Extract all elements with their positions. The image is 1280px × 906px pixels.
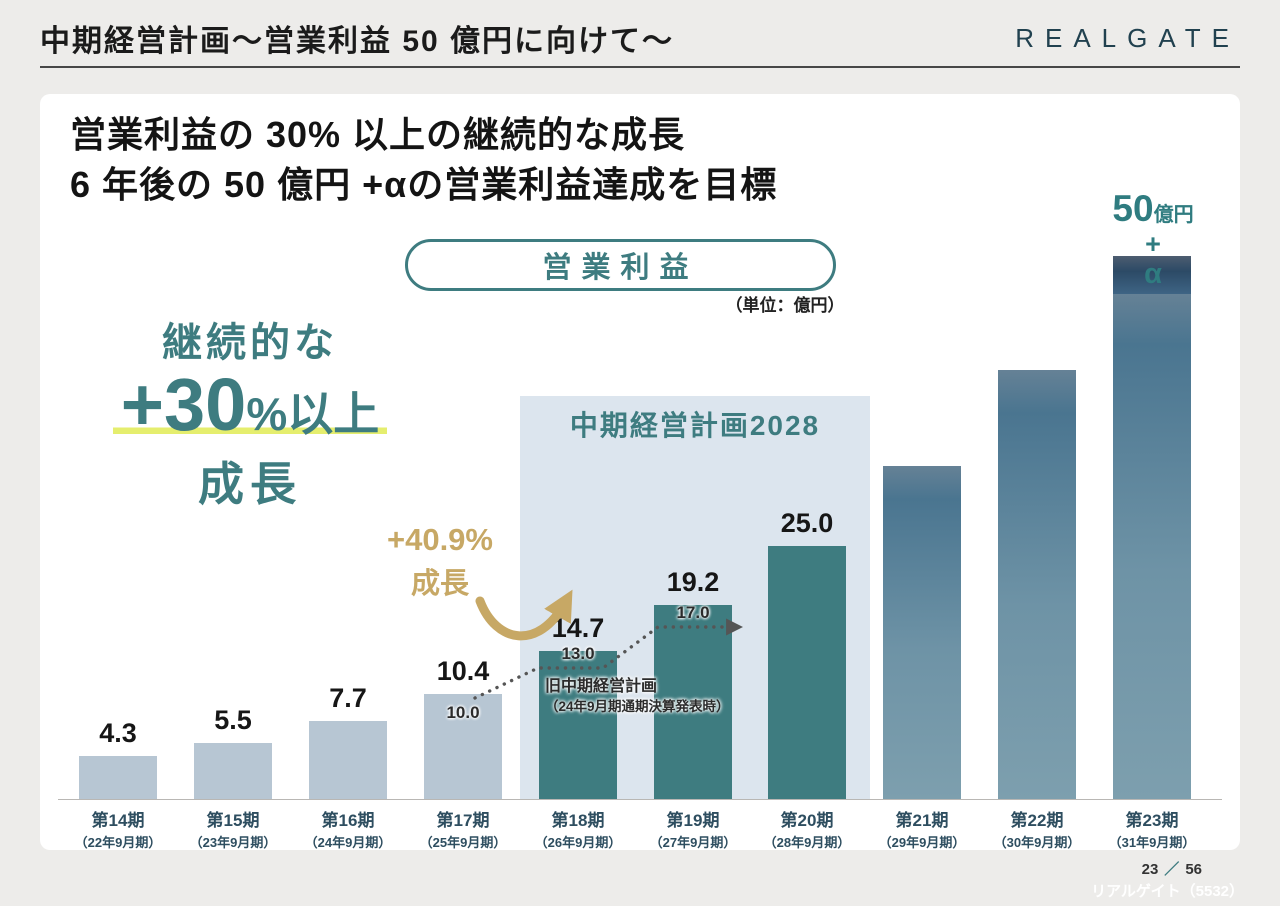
target-alpha: α [1144, 258, 1162, 290]
headline-line2: 6 年後の 50 億円 +αの営業利益達成を目標 [70, 163, 778, 205]
x-axis-label: 第19期 （27年9月期） [636, 806, 750, 851]
company-footer: リアルゲイト（5532） [1091, 883, 1244, 900]
growth-callout-big: +30 [120, 363, 247, 446]
value-label: 5.5 [214, 705, 252, 735]
value-label: 19.2 [666, 567, 720, 597]
growth-callout-line1: 継続的な [162, 321, 338, 365]
value-label: 4.3 [99, 718, 137, 748]
old-plan-value: 17.0 [676, 603, 710, 622]
growth-callout-line3: 成長 [198, 458, 302, 510]
growth-rate-value: +40.9% [386, 522, 493, 557]
x-axis-label: 第15期 （23年9月期） [176, 806, 290, 851]
x-axis-label: 第22期 （30年9月期） [980, 806, 1094, 851]
x-axis-label-fiscal: （24年9月期） [304, 835, 392, 850]
target-plus: + [1145, 229, 1161, 259]
x-axis-label-period: 第18期 [551, 811, 605, 830]
x-axis-label-fiscal: （26年9月期） [534, 835, 622, 850]
value-label: 10.4 [436, 656, 490, 686]
x-axis-label-period: 第17期 [436, 811, 490, 830]
value-label: 7.7 [329, 683, 367, 713]
x-axis-line [58, 799, 1222, 800]
x-axis-label-fiscal: （29年9月期） [878, 835, 966, 850]
target-amount: 50億円 [1112, 188, 1194, 229]
headline-line1: 営業利益の 30% 以上の継続的な成長 [70, 114, 686, 155]
target-label: 50億円 + α [1097, 190, 1209, 289]
x-axis-label: 第16期 （24年9月期） [291, 806, 405, 851]
x-axis-label-period: 第14期 [91, 811, 145, 830]
chart-title-pill: 営業利益 [405, 239, 836, 291]
headline: 営業利益の 30% 以上の継続的な成長 6 年後の 50 億円 +αの営業利益達… [70, 110, 777, 209]
slide-header: 中期経営計画～営業利益 50 億円に向けて～ REALGATE [40, 10, 1240, 68]
midterm-plan-label: 中期経営計画2028 [569, 410, 821, 441]
bar-第14期 [79, 756, 157, 799]
x-axis-label-period: 第21期 [895, 811, 949, 830]
growth-callout-suffix: %以上 [246, 388, 380, 440]
growth-rate-word: 成長 [410, 568, 469, 600]
bar-第17期 [424, 694, 502, 799]
x-axis-label-fiscal: （22年9月期） [74, 835, 162, 850]
x-axis-label-period: 第19期 [666, 811, 720, 830]
x-axis-label-fiscal: （27年9月期） [649, 835, 737, 850]
page-separator: ／ [1164, 861, 1180, 878]
x-axis-label-period: 第22期 [1010, 811, 1064, 830]
x-axis-label-period: 第15期 [206, 811, 260, 830]
x-axis-label-fiscal: （23年9月期） [189, 835, 277, 850]
bar-plot: 4.3 第14期 （22年9月期） 5.5 第15期 （23年9月期） 7.7 第16期 （24… [40, 94, 1240, 850]
old-plan-value: 13.0 [561, 644, 595, 663]
x-axis-label: 第18期 （26年9月期） [521, 806, 635, 851]
x-axis-label-fiscal: （28年9月期） [763, 835, 851, 850]
x-axis-label: 第14期 （22年9月期） [61, 806, 175, 851]
old-plan-value: 10.0 [446, 703, 480, 722]
x-axis-label-period: 第23期 [1125, 811, 1179, 830]
yellow-highlight: +30%以上 [112, 368, 388, 442]
value-label: 14.7 [551, 613, 605, 643]
alpha-cap [1113, 256, 1191, 294]
old-plan-note-line2: （24年9月期通期決算発表時） [545, 698, 730, 714]
x-axis-label-fiscal: （30年9月期） [993, 835, 1081, 850]
x-axis-label-period: 第20期 [780, 811, 834, 830]
bar-第23期 [1113, 294, 1191, 799]
page-current: 23 [1141, 861, 1159, 878]
realgate-logo: REALGATE [1015, 22, 1240, 53]
x-axis-label: 第23期 （31年9月期） [1095, 806, 1209, 851]
x-axis-label: 第20期 （28年9月期） [750, 806, 864, 851]
chart-title-label: 営業利益 [542, 252, 699, 284]
old-plan-note-line1: 旧中期経営計画 [545, 678, 658, 695]
bar-第16期 [309, 721, 387, 799]
x-axis-label: 第17期 （25年9月期） [406, 806, 520, 851]
bar-第15期 [194, 743, 272, 799]
page-total: 56 [1185, 861, 1202, 878]
bar-第20期 [768, 546, 846, 799]
value-label: 25.0 [780, 508, 834, 538]
content-card: 営業利益の 30% 以上の継続的な成長 6 年後の 50 億円 +αの営業利益達… [40, 94, 1240, 850]
unit-note: （単位：億円） [725, 296, 845, 315]
growth-callout-line2: +30%以上 [80, 368, 420, 442]
x-axis-label-fiscal: （31年9月期） [1108, 835, 1196, 850]
x-axis-label: 第21期 （29年9月期） [865, 806, 979, 851]
x-axis-label-fiscal: （25年9月期） [419, 835, 507, 850]
bar-第18期 [539, 651, 617, 799]
bar-第22期 [998, 370, 1076, 799]
growth-rate-note: +40.9% 成長 [350, 522, 530, 602]
page-title: 中期経営計画～営業利益 50 億円に向けて～ [40, 25, 675, 58]
page-number: 23 ／ 56 [1142, 858, 1202, 879]
growth-callout: 継続的な +30%以上 成長 [80, 310, 420, 514]
old-plan-note: 旧中期経営計画 （24年9月期通期決算発表時） [545, 676, 730, 716]
x-axis-label-period: 第16期 [321, 811, 375, 830]
bar-第21期 [883, 466, 961, 799]
